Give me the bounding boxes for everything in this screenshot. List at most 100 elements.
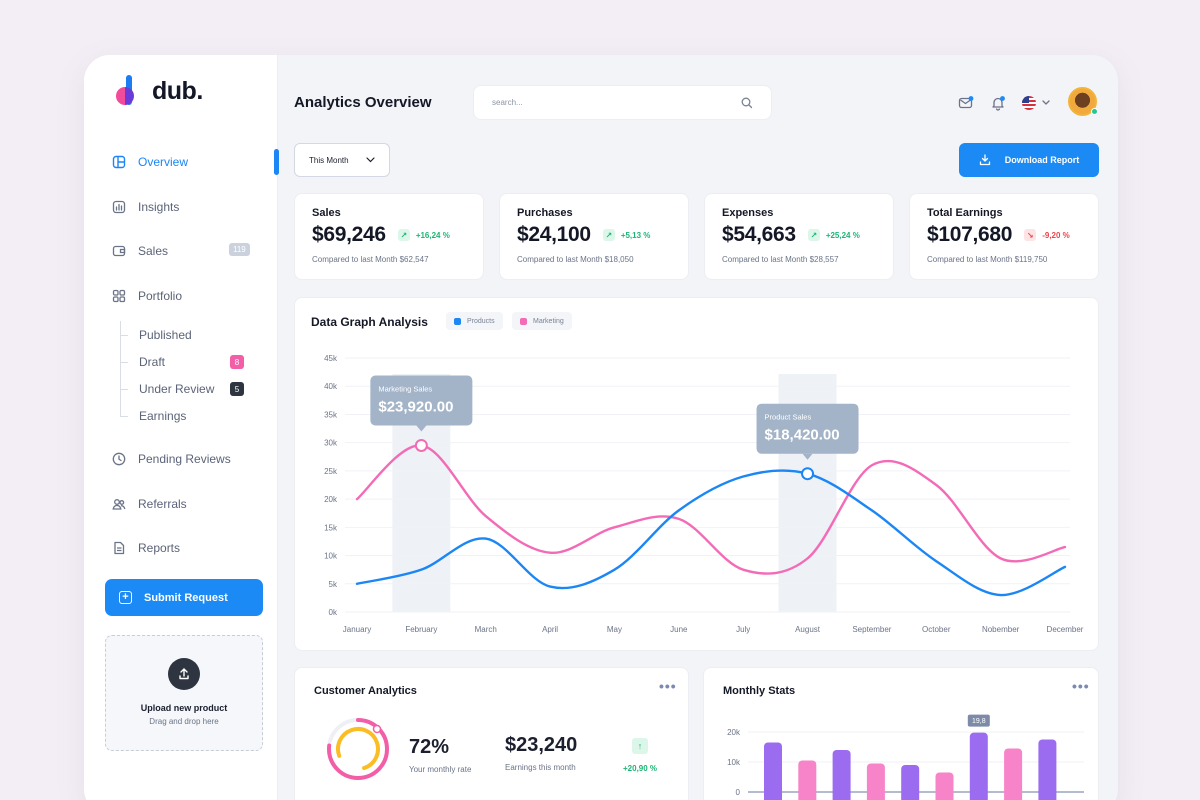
sidebar-item-portfolio[interactable]: Portfolio: [84, 284, 278, 308]
y-tick-label: 5k: [329, 580, 338, 589]
bar: [866, 763, 885, 800]
sidebar-item-sales[interactable]: Sales 119: [84, 239, 278, 263]
count-badge: 119: [229, 243, 250, 256]
x-tick-label: March: [475, 625, 497, 634]
sidebar: dub. Overview Insights Sales 119 Portfolio P…: [84, 55, 279, 800]
stat-compare: Compared to last Month $28,557: [722, 255, 839, 264]
bar: [764, 742, 782, 800]
sidebar-item-label: Insights: [138, 199, 180, 214]
legend-products[interactable]: Products: [446, 312, 503, 330]
sidebar-nav-secondary: Pending Reviews Referrals Reports: [84, 447, 278, 581]
legend-marketing[interactable]: Marketing: [512, 312, 572, 330]
y-tick-label: 10k: [727, 758, 741, 767]
y-tick-label: 25k: [324, 467, 338, 476]
data-graph-card: Data Graph Analysis Products Marketing 0…: [294, 297, 1099, 651]
sidebar-item-label: Referrals: [138, 496, 187, 511]
count-badge: 8: [230, 355, 244, 369]
x-tick-label: January: [343, 625, 371, 634]
y-tick-label: 40k: [324, 382, 338, 391]
stat-delta: ↗ +25,24 %: [807, 229, 860, 241]
y-tick-label: 15k: [324, 523, 338, 532]
download-icon: [979, 154, 990, 166]
more-options-icon[interactable]: •••: [659, 678, 677, 694]
online-status-dot: [1091, 108, 1098, 115]
tooltip-label: Product Sales: [765, 413, 812, 422]
bar: [798, 760, 817, 800]
y-tick-label: 0: [736, 788, 741, 797]
highlight-point: [801, 467, 815, 481]
search-input[interactable]: search...: [473, 85, 772, 120]
highlight-point: [414, 438, 428, 452]
stat-label: Expenses: [722, 207, 774, 219]
grid-icon: [112, 289, 126, 303]
submenu-item-under-review[interactable]: Under Review 5: [120, 375, 270, 402]
bar: [969, 732, 988, 800]
app-window: dub. Overview Insights Sales 119 Portfolio P…: [84, 55, 1118, 800]
upload-dropzone[interactable]: Upload new product Drag and drop here: [105, 635, 263, 751]
line-chart: 0k 5k 10k 15k 20k 25k 30k 35k 40k 45k January Febru…: [324, 354, 1084, 634]
x-tick-label: October: [922, 625, 951, 634]
y-tick-label: 30k: [324, 439, 338, 448]
graph-title: Data Graph Analysis: [311, 315, 428, 329]
logo[interactable]: dub.: [116, 75, 203, 107]
trend-down-icon: ↘: [1024, 229, 1037, 241]
x-tick-label: July: [736, 625, 750, 634]
sidebar-item-reports[interactable]: Reports: [84, 536, 278, 560]
x-tick-label: Nobember: [982, 625, 1020, 634]
stat-card-total-earnings: Total Earnings $107,680 ↘ -9,20 % Compared t…: [909, 193, 1099, 280]
earnings-delta: +20,90 %: [623, 764, 658, 773]
submenu-item-published[interactable]: Published: [120, 321, 270, 348]
arrow-up-icon: ↑: [632, 738, 648, 754]
upload-icon: [168, 658, 200, 690]
monthly-rate-label: Your monthly rate: [409, 765, 472, 774]
stat-label: Sales: [312, 207, 341, 219]
sidebar-nav: Overview Insights Sales 119 Portfolio: [84, 149, 279, 328]
x-tick-label: April: [542, 625, 558, 634]
stat-delta: ↘ -9,20 %: [1024, 229, 1070, 241]
chart-icon: [112, 200, 126, 214]
sidebar-item-label: Reports: [138, 541, 181, 555]
y-tick-label: 35k: [324, 410, 338, 419]
bar-chart: 0 10k 20k 19,8: [727, 714, 1084, 800]
rate-ring-chart: [327, 718, 389, 780]
page-title: Analytics Overview: [294, 94, 432, 111]
sidebar-item-referrals[interactable]: Referrals: [84, 492, 278, 516]
stat-delta: ↗ +16,24 %: [397, 229, 450, 241]
customer-analytics-title: Customer Analytics: [314, 685, 417, 697]
layout-icon: [112, 155, 126, 169]
bar-value-label: 19,8: [972, 718, 986, 725]
sidebar-item-label: Portfolio: [138, 288, 183, 303]
trend-up-icon: ↗: [602, 229, 615, 241]
clock-icon: [112, 452, 126, 466]
logo-text: dub.: [152, 76, 203, 105]
month-filter-select[interactable]: This Month: [294, 143, 390, 177]
x-tick-label: February: [405, 625, 437, 634]
submenu-item-draft[interactable]: Draft 8: [120, 348, 270, 375]
series-line-products: [355, 469, 1067, 597]
monthly-stats-title: Monthly Stats: [723, 685, 796, 697]
trend-up-icon: ↗: [807, 229, 820, 241]
submit-request-button[interactable]: + Submit Request: [105, 579, 263, 616]
y-tick-label: 0k: [329, 608, 338, 617]
stat-label: Total Earnings: [927, 207, 1003, 219]
earnings-value: $23,240: [505, 734, 578, 756]
stat-card-purchases: Purchases $24,100 ↗ +5,13 % Compared to last…: [499, 193, 689, 280]
stat-value: $54,663: [722, 223, 796, 246]
bell-icon[interactable]: [990, 95, 1006, 111]
sidebar-item-label: Sales: [138, 244, 169, 258]
bar-value-badge: [967, 714, 990, 727]
tooltip: [756, 403, 859, 454]
sidebar-item-insights[interactable]: Insights: [84, 195, 278, 219]
language-flag-icon[interactable]: [1021, 95, 1053, 111]
more-options-icon[interactable]: •••: [1072, 678, 1090, 694]
submenu-item-earnings[interactable]: Earnings: [120, 402, 270, 429]
bar: [901, 765, 920, 800]
mail-icon[interactable]: [958, 95, 974, 111]
sidebar-item-pending-reviews[interactable]: Pending Reviews: [84, 447, 278, 471]
trend-up-icon: ↗: [397, 229, 410, 241]
tooltip-value: $18,420.00: [765, 427, 840, 444]
bar: [832, 750, 851, 800]
sidebar-item-overview[interactable]: Overview: [84, 149, 279, 175]
download-report-button[interactable]: Download Report: [959, 143, 1099, 177]
upload-subtitle: Drag and drop here: [149, 717, 219, 726]
